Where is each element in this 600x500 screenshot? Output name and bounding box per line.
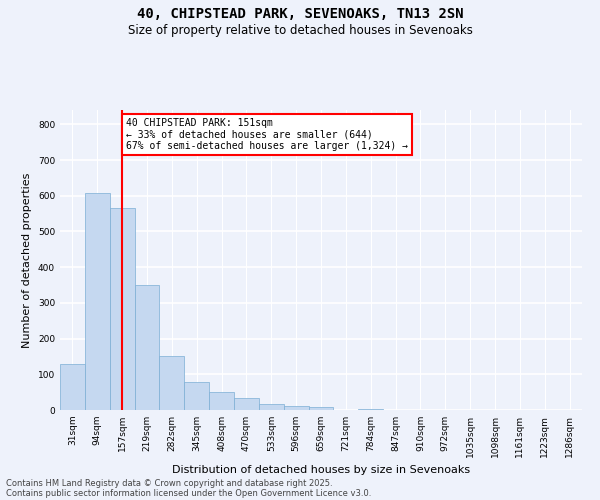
Bar xyxy=(110,208,134,410)
Bar xyxy=(358,408,383,410)
Bar xyxy=(284,406,308,410)
Bar xyxy=(209,392,234,410)
Bar xyxy=(184,382,209,410)
Bar xyxy=(134,285,160,410)
Bar xyxy=(234,398,259,410)
Text: Contains HM Land Registry data © Crown copyright and database right 2025.: Contains HM Land Registry data © Crown c… xyxy=(6,478,332,488)
X-axis label: Distribution of detached houses by size in Sevenoaks: Distribution of detached houses by size … xyxy=(172,466,470,475)
Y-axis label: Number of detached properties: Number of detached properties xyxy=(22,172,32,348)
Text: 40 CHIPSTEAD PARK: 151sqm
← 33% of detached houses are smaller (644)
67% of semi: 40 CHIPSTEAD PARK: 151sqm ← 33% of detac… xyxy=(126,118,408,150)
Bar xyxy=(85,193,110,410)
Bar xyxy=(60,364,85,410)
Bar xyxy=(259,404,284,410)
Text: Contains public sector information licensed under the Open Government Licence v3: Contains public sector information licen… xyxy=(6,488,371,498)
Bar xyxy=(160,356,184,410)
Bar xyxy=(308,407,334,410)
Text: 40, CHIPSTEAD PARK, SEVENOAKS, TN13 2SN: 40, CHIPSTEAD PARK, SEVENOAKS, TN13 2SN xyxy=(137,8,463,22)
Text: Size of property relative to detached houses in Sevenoaks: Size of property relative to detached ho… xyxy=(128,24,472,37)
